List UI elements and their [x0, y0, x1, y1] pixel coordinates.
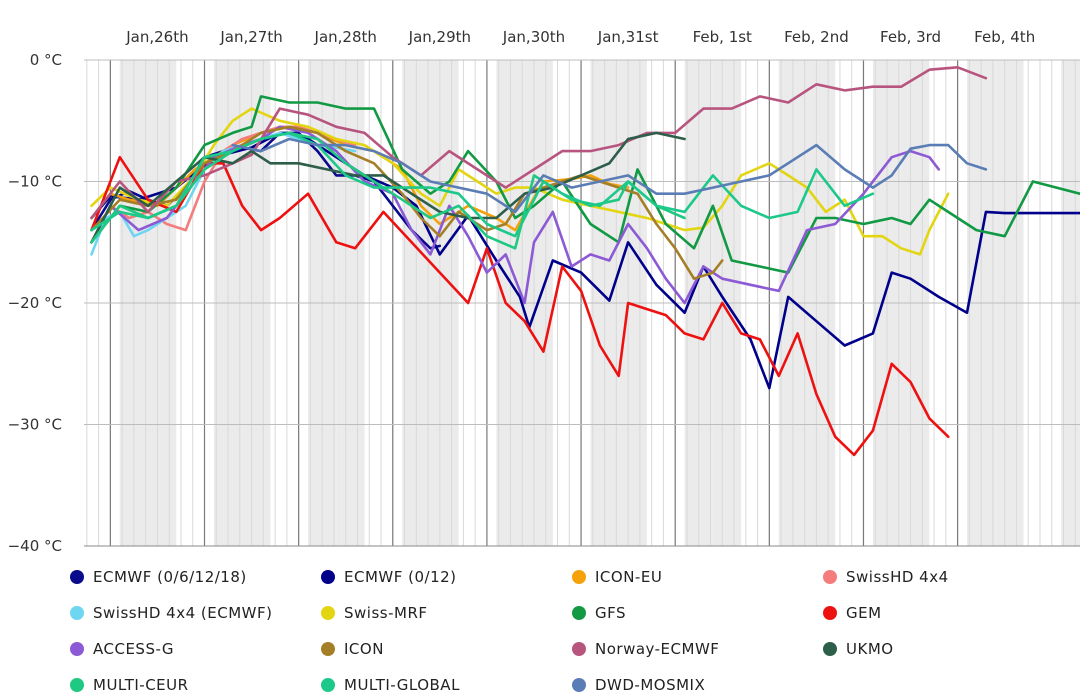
legend-marker-icon [70, 678, 84, 692]
legend-item[interactable]: SwissHD 4x4 (ECMWF) [70, 604, 272, 622]
x-tick-label: Feb, 3rd [880, 28, 941, 46]
legend-label: DWD-MOSMIX [595, 676, 706, 694]
legend-label: Swiss-MRF [344, 604, 428, 622]
legend-item[interactable]: Swiss-MRF [321, 604, 428, 622]
legend-label: SwissHD 4x4 [846, 568, 949, 586]
legend-label: ICON-EU [595, 568, 663, 586]
legend-label: SwissHD 4x4 (ECMWF) [93, 604, 273, 622]
legend-marker-icon [321, 642, 335, 656]
legend-marker-icon [572, 642, 586, 656]
legend-item[interactable]: Norway-ECMWF [572, 640, 719, 658]
x-tick-label: Feb, 2nd [784, 28, 849, 46]
chart-plot: 0 °C −10 °C −20 °C −30 °C −40 °C Jan,26th Jan,… [8, 28, 1080, 555]
series-line-multi-global [90, 131, 875, 238]
y-tick-label: −30 °C [8, 416, 62, 434]
x-tick-label: Jan,30th [502, 28, 565, 46]
y-tick-label: −20 °C [8, 294, 62, 312]
legend-label: ECMWF (0/6/12/18) [93, 568, 247, 586]
chart-axes: 0 °C −10 °C −20 °C −30 °C −40 °C Jan,26th Jan,… [8, 28, 1080, 555]
series-line-gem [90, 155, 950, 457]
legend-item[interactable]: MULTI-GLOBAL [321, 676, 460, 694]
y-tick-label: −40 °C [8, 537, 62, 555]
chart-series-group [90, 66, 1080, 457]
series-line-icon [90, 125, 724, 280]
legend-marker-icon [823, 642, 837, 656]
legend-marker-icon [823, 606, 837, 620]
series-line-multi-ceur [90, 131, 686, 250]
x-tick-label: Jan,28th [314, 28, 377, 46]
x-tick-label: Feb, 4th [974, 28, 1035, 46]
legend-marker-icon [321, 678, 335, 692]
legend-item[interactable]: ICON-EU [572, 568, 662, 586]
x-tick-label: Jan,29th [408, 28, 471, 46]
legend-label: GEM [846, 604, 882, 622]
legend-label: ACCESS-G [93, 640, 175, 658]
legend-label: MULTI-CEUR [93, 676, 189, 694]
legend-item[interactable]: MULTI-CEUR [70, 676, 189, 694]
legend-marker-icon [70, 606, 84, 620]
y-tick-label: 0 °C [30, 51, 62, 69]
y-tick-label: −10 °C [8, 173, 62, 191]
x-tick-label: Jan,26th [125, 28, 188, 46]
legend-marker-icon [70, 570, 84, 584]
legend-label: Norway-ECMWF [595, 640, 720, 658]
chart-legend: ECMWF (0/6/12/18) ECMWF (0/12) ICON-EU Swis… [0, 562, 1080, 696]
legend-item[interactable]: ECMWF (0/6/12/18) [70, 568, 247, 586]
legend-item[interactable]: ECMWF (0/12) [321, 568, 457, 586]
series-line-dwd-mosmix [231, 137, 988, 214]
legend-item[interactable]: UKMO [823, 640, 894, 658]
series-line-ukmo [90, 131, 686, 244]
x-tick-label: Jan,27th [219, 28, 282, 46]
legend-label: GFS [595, 604, 627, 622]
legend-marker-icon [572, 678, 586, 692]
legend-item[interactable]: GFS [572, 604, 626, 622]
legend-marker-icon [321, 606, 335, 620]
legend-item[interactable]: ICON [321, 640, 384, 658]
series-line-gfs [90, 95, 1080, 274]
x-tick-label: Jan,31st [597, 28, 659, 46]
legend-marker-icon [572, 570, 586, 584]
legend-marker-icon [321, 570, 335, 584]
x-tick-label: Feb, 1st [693, 28, 752, 46]
legend-item[interactable]: SwissHD 4x4 [823, 568, 949, 586]
legend-marker-icon [823, 570, 837, 584]
legend-label: MULTI-GLOBAL [344, 676, 460, 694]
legend-label: ICON [344, 640, 384, 658]
legend-marker-icon [70, 642, 84, 656]
legend-label: UKMO [846, 640, 894, 658]
legend-item[interactable]: DWD-MOSMIX [572, 676, 705, 694]
legend-label: ECMWF (0/12) [344, 568, 457, 586]
legend-marker-icon [572, 606, 586, 620]
legend-item[interactable]: ACCESS-G [70, 640, 174, 658]
legend-item[interactable]: GEM [823, 604, 882, 622]
